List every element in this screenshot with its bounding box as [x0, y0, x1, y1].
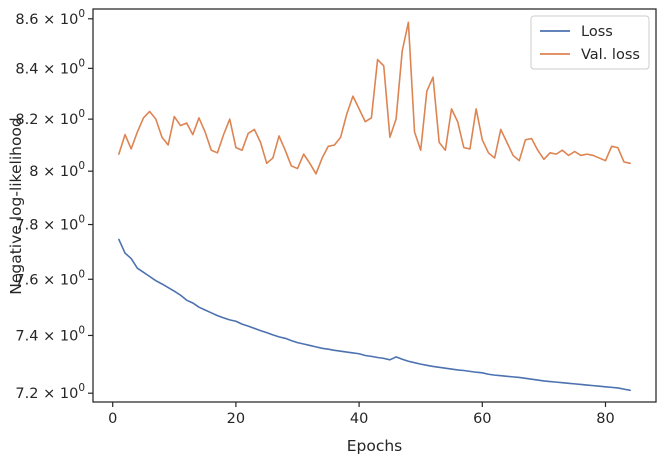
series-layer: [118, 21, 631, 392]
x-tick-label: 40: [350, 411, 368, 427]
series-line-loss: [118, 238, 631, 392]
y-tick-label: 7.6 × 100: [15, 268, 85, 288]
y-tick-label: 7.8 × 100: [15, 214, 85, 234]
y-tick-label: 8.6 × 100: [15, 8, 85, 28]
x-tick-label: 0: [108, 411, 117, 427]
x-tick-label: 20: [227, 411, 245, 427]
legend-label-loss: Loss: [581, 24, 613, 40]
series-line-val-loss: [118, 21, 631, 175]
legend: Loss Val. loss: [530, 15, 650, 70]
y-tick-label: 7.2 × 100: [15, 382, 85, 402]
plot-area: [93, 9, 656, 402]
y-tick-label: 7.4 × 100: [15, 324, 85, 344]
y-tick-label: 8 × 100: [29, 160, 85, 180]
y-tick-label: 8.4 × 100: [15, 57, 85, 77]
legend-label-val-loss: Val. loss: [581, 47, 640, 63]
x-ticks: 0 20 40 60 80: [108, 402, 615, 427]
plot-frame: [92, 8, 657, 403]
x-axis-label: Epochs: [347, 437, 403, 455]
y-axis-label: Negative log-likelihood: [7, 117, 25, 295]
y-tick-label: 8.2 × 100: [15, 108, 85, 128]
legend-frame: [530, 15, 650, 70]
x-tick-label: 60: [473, 411, 491, 427]
y-ticks: 7.2 × 100 7.4 × 100 7.6 × 100 7.8 × 100 8 × …: [15, 8, 93, 402]
x-tick-label: 80: [596, 411, 614, 427]
